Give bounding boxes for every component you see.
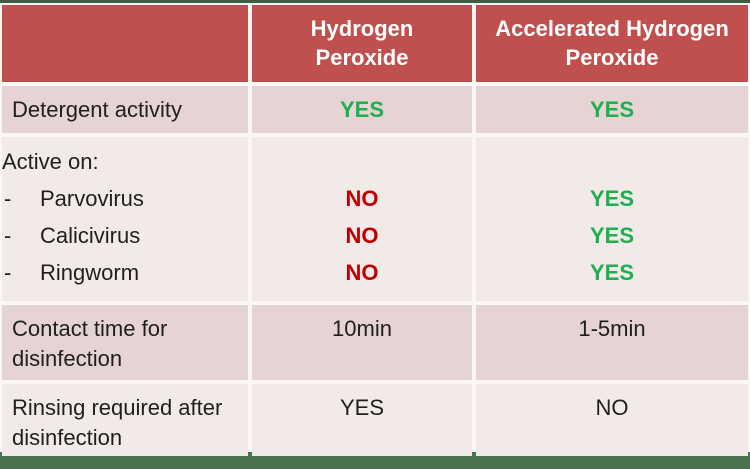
no-value: NO — [345, 223, 379, 248]
contact-ahp-value: 1-5min — [476, 305, 748, 380]
contact-time-value: 10min — [332, 316, 392, 341]
active-on-hp-values: NO NO NO — [252, 137, 472, 301]
header-cell-accelerated-hydrogen-peroxide: Accelerated Hydrogen Peroxide — [476, 5, 748, 82]
list-dash: - — [4, 223, 12, 248]
header-cell-empty — [2, 5, 248, 82]
rinsing-hp-value: YES — [252, 384, 472, 457]
contact-time-value: 1-5min — [578, 316, 646, 341]
row-label-contact-time: Contact time for disinfection — [2, 305, 248, 380]
top-border-line — [0, 0, 750, 3]
yes-value: YES — [339, 96, 385, 122]
no-value: NO — [345, 186, 379, 211]
rinsing-ahp-value: NO — [476, 384, 748, 457]
row-label-rinsing-required: Rinsing required after disinfection — [2, 384, 248, 457]
yes-value: YES — [589, 260, 635, 285]
list-dash: - — [4, 260, 12, 285]
yes-value: YES — [589, 223, 635, 248]
rinsing-value: YES — [339, 395, 385, 420]
header-cell-hydrogen-peroxide: Hydrogen Peroxide — [252, 5, 472, 82]
list-item-label: Calicivirus — [40, 223, 141, 248]
active-on-heading: Active on: — [2, 149, 99, 174]
rinsing-value: NO — [595, 395, 629, 420]
row-label-detergent-activity: Detergent activity — [2, 86, 248, 133]
list-item-label: Ringworm — [40, 260, 140, 285]
contact-hp-value: 10min — [252, 305, 472, 380]
yes-value: YES — [589, 186, 635, 211]
comparison-table: Hydrogen Peroxide Accelerated Hydrogen P… — [0, 3, 750, 457]
list-item-parvovirus: - Parvovirus — [2, 180, 248, 217]
yes-value: YES — [589, 96, 635, 122]
list-item-ringworm: - Ringworm — [2, 254, 248, 291]
list-dash: - — [4, 186, 12, 211]
row-label-active-on: Active on: - Parvovirus - Calicivirus - … — [2, 137, 248, 301]
no-value: NO — [345, 260, 379, 285]
detergent-ahp-value: YES — [476, 86, 748, 133]
list-item-label: Parvovirus — [40, 186, 144, 211]
detergent-hp-value: YES — [252, 86, 472, 133]
list-item-calicivirus: - Calicivirus — [2, 217, 248, 254]
active-on-ahp-values: YES YES YES — [476, 137, 748, 301]
